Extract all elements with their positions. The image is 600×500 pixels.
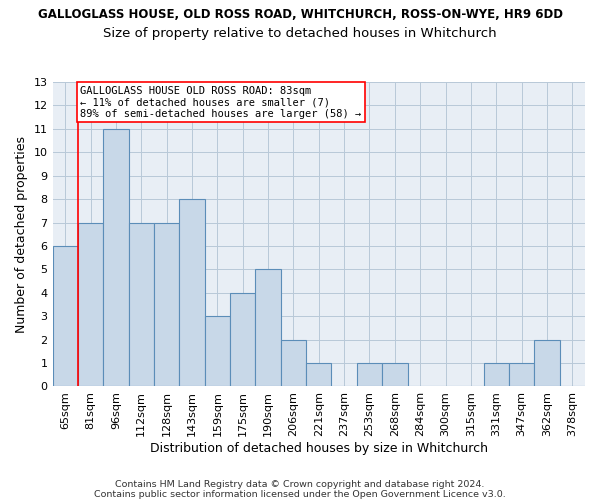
Bar — [281, 340, 306, 386]
Text: Contains HM Land Registry data © Crown copyright and database right 2024.: Contains HM Land Registry data © Crown c… — [115, 480, 485, 489]
Bar — [357, 363, 382, 386]
Bar — [53, 246, 78, 386]
X-axis label: Distribution of detached houses by size in Whitchurch: Distribution of detached houses by size … — [150, 442, 488, 455]
Bar — [230, 293, 256, 386]
Text: GALLOGLASS HOUSE OLD ROSS ROAD: 83sqm
← 11% of detached houses are smaller (7)
8: GALLOGLASS HOUSE OLD ROSS ROAD: 83sqm ← … — [80, 86, 362, 118]
Bar — [179, 199, 205, 386]
Text: GALLOGLASS HOUSE, OLD ROSS ROAD, WHITCHURCH, ROSS-ON-WYE, HR9 6DD: GALLOGLASS HOUSE, OLD ROSS ROAD, WHITCHU… — [37, 8, 563, 20]
Bar — [256, 270, 281, 386]
Bar — [509, 363, 534, 386]
Bar — [306, 363, 331, 386]
Bar — [103, 129, 128, 386]
Y-axis label: Number of detached properties: Number of detached properties — [15, 136, 28, 332]
Text: Size of property relative to detached houses in Whitchurch: Size of property relative to detached ho… — [103, 28, 497, 40]
Text: Contains public sector information licensed under the Open Government Licence v3: Contains public sector information licen… — [94, 490, 506, 499]
Bar — [78, 222, 103, 386]
Bar — [128, 222, 154, 386]
Bar — [205, 316, 230, 386]
Bar — [534, 340, 560, 386]
Bar — [154, 222, 179, 386]
Bar — [484, 363, 509, 386]
Bar — [382, 363, 407, 386]
